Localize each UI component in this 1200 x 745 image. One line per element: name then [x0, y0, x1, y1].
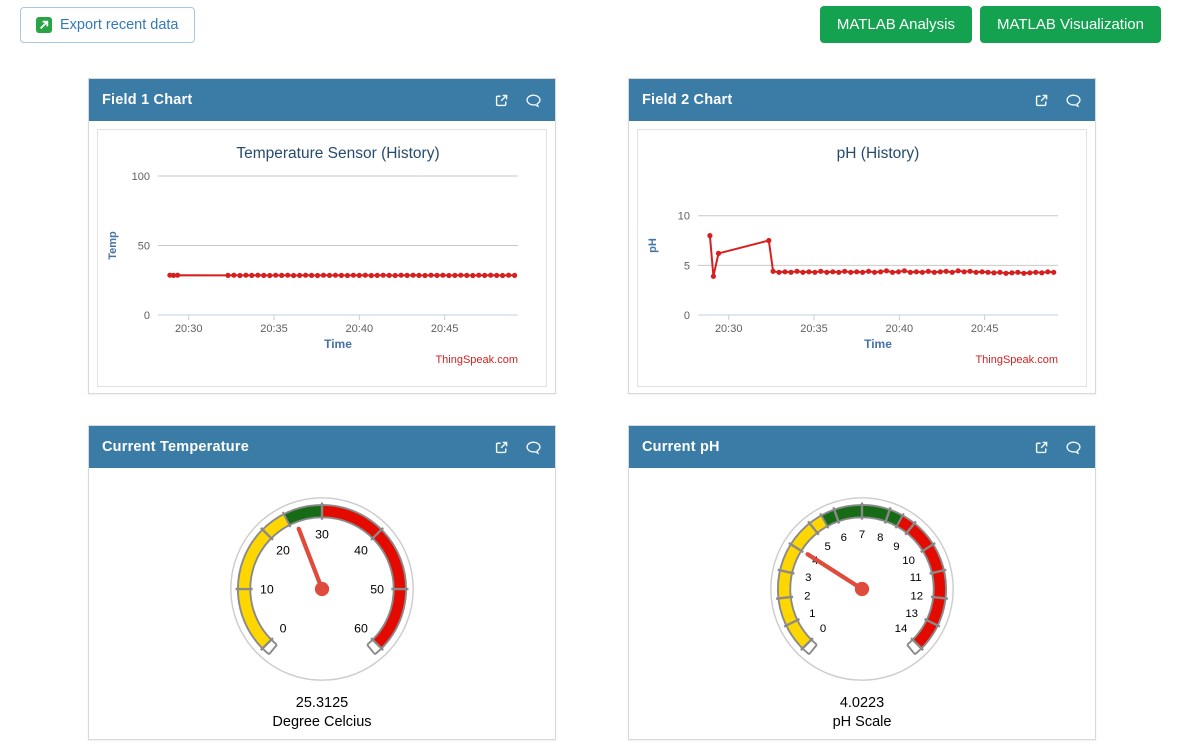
svg-text:0: 0 [820, 623, 826, 635]
matlab-buttons: MATLAB Analysis MATLAB Visualization [819, 6, 1161, 43]
svg-text:Time: Time [324, 337, 352, 351]
gauge-unit-label: Degree Celcius [272, 713, 372, 730]
svg-text:50: 50 [138, 241, 150, 253]
matlab-visualization-button[interactable]: MATLAB Visualization [979, 6, 1161, 43]
svg-text:0: 0 [144, 310, 150, 322]
chart-frame: 0 50 100 Temperature Sensor (History) Temp 20… [97, 129, 547, 387]
panel-field-2-chart: Field 2 Chart 0 5 10 pH (History) pH 20:30 20:… [628, 78, 1096, 394]
comment-icon[interactable] [525, 92, 542, 109]
panel-title: Field 1 Chart [102, 92, 193, 108]
panel-header: Current pH [629, 426, 1095, 468]
panel-title: Field 2 Chart [642, 92, 733, 108]
panel-title: Current Temperature [102, 439, 249, 455]
svg-text:10: 10 [678, 211, 690, 223]
gauge-caption: 4.0223 pH Scale [833, 694, 892, 731]
svg-text:ThingSpeak.com: ThingSpeak.com [975, 354, 1058, 366]
svg-text:Temperature Sensor (History): Temperature Sensor (History) [236, 145, 439, 162]
svg-text:20:30: 20:30 [715, 323, 743, 335]
svg-text:20:30: 20:30 [175, 323, 203, 335]
external-link-icon[interactable] [1033, 439, 1050, 456]
gauge-value: 4.0223 [839, 695, 885, 711]
export-button-label: Export recent data [60, 17, 179, 33]
panel-header-icons [1033, 439, 1082, 456]
svg-text:pH (History): pH (History) [837, 145, 920, 162]
external-link-icon[interactable] [493, 92, 510, 109]
ph-history-chart: 0 5 10 pH (History) pH 20:30 20:35 20:40 20:45 Ti… [638, 130, 1086, 386]
svg-text:20:35: 20:35 [800, 323, 828, 335]
panel-body: 0 10 20 30 40 50 60 25.3125 Degree Celcius [89, 468, 555, 731]
panel-header-icons [493, 92, 542, 109]
svg-text:20:40: 20:40 [346, 323, 374, 335]
svg-text:100: 100 [132, 171, 150, 183]
panel-body: 0 50 100 Temperature Sensor (History) Temp 20… [89, 129, 555, 387]
panel-body: 01234567891011121314 4.0223 pH Scale [629, 468, 1095, 731]
comment-icon[interactable] [1065, 439, 1082, 456]
gauge-value: 25.3125 [295, 695, 349, 711]
ph-gauge: 01234567891011121314 [767, 494, 957, 689]
panel-current-ph: Current pH 01234567891011121314 4.0223 p… [628, 425, 1096, 740]
svg-text:0: 0 [280, 621, 287, 635]
svg-text:20:45: 20:45 [971, 323, 999, 335]
svg-text:Temp: Temp [107, 231, 119, 260]
matlab-analysis-button[interactable]: MATLAB Analysis [819, 6, 972, 43]
svg-text:14: 14 [895, 623, 908, 635]
svg-text:7: 7 [859, 529, 865, 541]
panel-header: Field 2 Chart [629, 79, 1095, 121]
panel-title: Current pH [642, 439, 720, 455]
svg-text:10: 10 [260, 582, 274, 596]
svg-text:5: 5 [684, 260, 690, 272]
svg-text:11: 11 [910, 572, 922, 584]
svg-text:50: 50 [370, 582, 384, 596]
panel-header-icons [493, 439, 542, 456]
panel-field-1-chart: Field 1 Chart 0 50 100 Temperature Sensor (… [88, 78, 556, 394]
svg-text:20:45: 20:45 [431, 323, 459, 335]
svg-text:Time: Time [864, 337, 892, 351]
panel-body: 0 5 10 pH (History) pH 20:30 20:35 20:40 20:45 Ti… [629, 129, 1095, 387]
svg-text:1: 1 [809, 608, 815, 620]
svg-text:20:40: 20:40 [886, 323, 914, 335]
svg-text:6: 6 [841, 532, 847, 544]
export-recent-data-button[interactable]: Export recent data [20, 7, 195, 43]
gauge-unit-label: pH Scale [832, 713, 892, 730]
svg-text:ThingSpeak.com: ThingSpeak.com [435, 354, 518, 366]
svg-text:30: 30 [315, 527, 329, 541]
panel-header: Field 1 Chart [89, 79, 555, 121]
svg-text:13: 13 [905, 608, 918, 620]
svg-text:5: 5 [824, 541, 830, 553]
svg-text:60: 60 [354, 621, 368, 635]
export-icon [36, 17, 52, 33]
svg-text:3: 3 [805, 572, 811, 584]
svg-text:2: 2 [804, 590, 810, 602]
external-link-icon[interactable] [1033, 92, 1050, 109]
svg-text:8: 8 [877, 532, 883, 544]
svg-text:20:35: 20:35 [260, 323, 288, 335]
temperature-gauge: 0 10 20 30 40 50 60 [227, 494, 417, 689]
svg-text:9: 9 [893, 541, 899, 553]
gauge-caption: 25.3125 Degree Celcius [272, 694, 371, 731]
svg-text:12: 12 [910, 590, 923, 602]
panel-header: Current Temperature [89, 426, 555, 468]
comment-icon[interactable] [1065, 92, 1082, 109]
temperature-history-chart: 0 50 100 Temperature Sensor (History) Temp 20… [98, 130, 546, 386]
panel-header-icons [1033, 92, 1082, 109]
svg-text:pH: pH [647, 238, 659, 253]
svg-text:0: 0 [684, 310, 690, 322]
svg-text:40: 40 [354, 544, 368, 558]
external-link-icon[interactable] [493, 439, 510, 456]
svg-text:20: 20 [276, 544, 290, 558]
panel-current-temperature: Current Temperature 0 10 20 30 40 50 60 25.312… [88, 425, 556, 740]
chart-frame: 0 5 10 pH (History) pH 20:30 20:35 20:40 20:45 Ti… [637, 129, 1087, 387]
svg-text:10: 10 [902, 555, 915, 567]
comment-icon[interactable] [525, 439, 542, 456]
